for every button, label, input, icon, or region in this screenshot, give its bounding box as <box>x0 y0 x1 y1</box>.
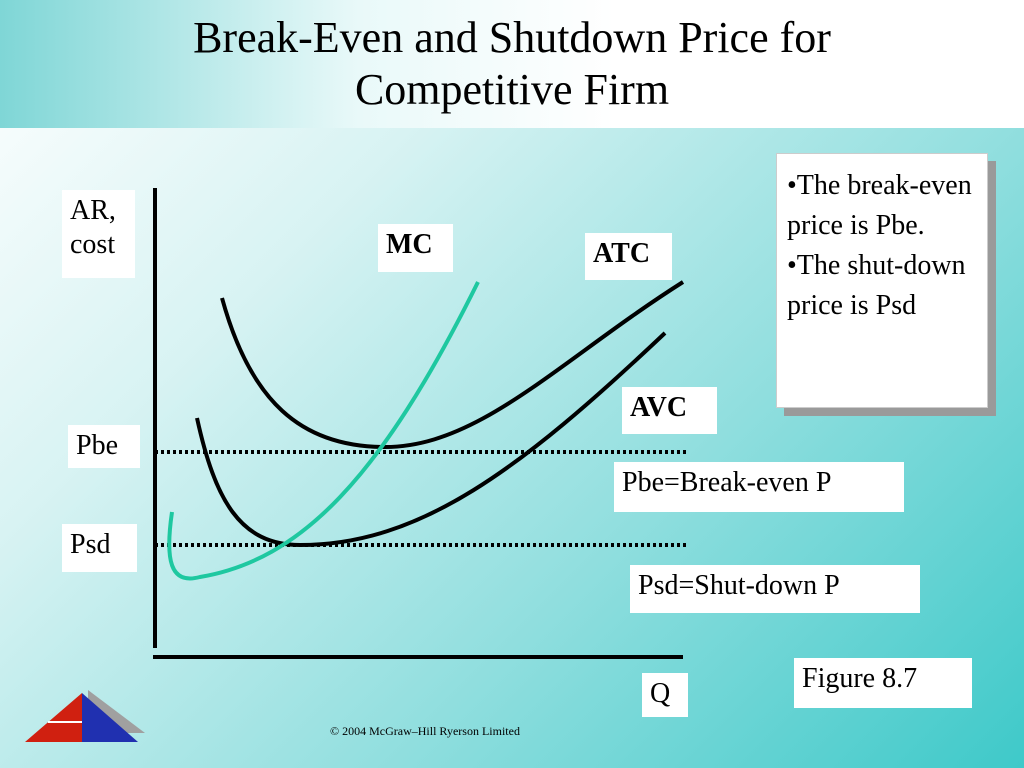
logo-right <box>82 693 138 742</box>
avc-label: AVC <box>622 387 717 434</box>
figure-label: Figure 8.7 <box>794 658 972 708</box>
atc-curve <box>220 280 685 450</box>
note: •The break-even price is Pbe. <box>787 170 972 241</box>
avc-curve <box>195 331 667 548</box>
note: •The shut-down price is Psd <box>787 250 966 321</box>
mc-curve <box>167 281 480 581</box>
y-axis-label: AR, cost <box>62 190 135 278</box>
pbe-label: Pbe <box>68 425 140 468</box>
logo-left <box>25 693 82 742</box>
psd-label: Psd <box>62 524 137 572</box>
footer: © 2004 McGraw–Hill Ryerson Limited <box>330 724 520 738</box>
pbe-legend: Pbe=Break-even P <box>614 462 904 512</box>
psd-legend: Psd=Shut-down P <box>630 565 920 613</box>
notes-box: •The break-even price is Pbe. •The shut-… <box>776 153 988 408</box>
title: Break-Even and Shutdown Price for Compet… <box>193 13 831 114</box>
title-band <box>0 0 1024 128</box>
mc-label: MC <box>378 224 453 272</box>
atc-label: ATC <box>585 233 672 280</box>
x-axis-label: Q <box>642 673 688 717</box>
